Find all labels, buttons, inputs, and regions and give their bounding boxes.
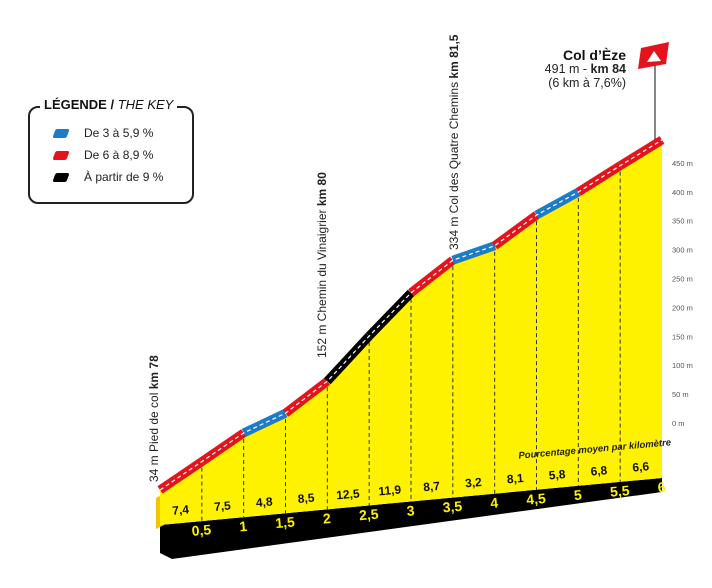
elevation-tick-label: 350 m (672, 217, 693, 226)
gradient-label: 4,8 (255, 494, 273, 509)
legend: LÉGENDE / THE KEY De 3 à 5,9 % De 6 à 8,… (28, 97, 194, 204)
road-centerline (159, 139, 663, 491)
legend-item-red: De 6 à 8,9 % (52, 148, 154, 162)
legend-title: LÉGENDE / THE KEY (40, 97, 178, 112)
km-label: 3,5 (442, 498, 463, 516)
gradient-segment (451, 241, 497, 265)
landmark-km: km 81,5 (447, 34, 461, 78)
legend-item-black: À partir de 9 % (52, 170, 164, 184)
gradient-label: 11,9 (378, 482, 402, 498)
legend-label: De 6 à 8,9 % (84, 148, 154, 162)
legend-label: À partir de 9 % (84, 170, 164, 184)
km-label: 6 (657, 479, 666, 496)
blue-swatch-icon (52, 128, 70, 138)
km-label: 5 (573, 487, 582, 504)
gradient-label: 8,5 (297, 491, 315, 506)
red-swatch-icon (52, 150, 70, 160)
gradient-label: 12,5 (336, 486, 361, 502)
black-swatch-icon (52, 172, 70, 182)
gradient-label: 8,1 (506, 471, 524, 486)
gradient-label: 7,4 (172, 502, 190, 517)
km-label: 5,5 (609, 482, 630, 500)
elevation-tick-label: 0 m (672, 419, 685, 428)
elevation-tick-label: 300 m (672, 246, 693, 255)
elevation-tick-label: 250 m (672, 275, 693, 284)
km-label: 0,5 (191, 521, 212, 539)
km-label: 2 (322, 510, 331, 527)
distance-band (160, 478, 662, 559)
legend-item-blue: De 3 à 5,9 % (52, 126, 154, 140)
gradient-label: 6,8 (590, 463, 608, 478)
landmark-label: 334 m Col des Quatre Chemins km 81,5 (447, 34, 461, 250)
elevation-tick-label: 400 m (672, 188, 693, 197)
landmark-km: km 78 (147, 355, 161, 389)
legend-title-fr: LÉGENDE / (44, 97, 115, 112)
km-label: 4,5 (526, 490, 547, 508)
landmark-label: 34 m Pied de col km 78 (147, 355, 161, 482)
elevation-tick-label: 200 m (672, 303, 693, 312)
summit-info: Col d’Èze 491 m - km 84 (6 km à 7,6%) (545, 48, 626, 90)
gradient-label: 7,5 (213, 498, 231, 513)
elevation-tick-label: 450 m (672, 159, 693, 168)
gradient-label: 3,2 (464, 475, 482, 490)
km-label: 2,5 (358, 506, 379, 524)
summit-km: km 84 (590, 62, 626, 76)
km-label: 4 (490, 494, 499, 511)
summit-altitude: 491 m - km 84 (545, 62, 626, 76)
legend-title-en: THE KEY (117, 97, 174, 112)
summit-detail: (6 km à 7,6%) (548, 76, 626, 90)
landmark-km: km 80 (315, 172, 329, 206)
landmark-label: 152 m Chemin du Vinaigrier km 80 (315, 172, 329, 358)
elevation-tick-label: 100 m (672, 361, 693, 370)
km-label: 3 (406, 502, 415, 519)
mountain-icon (647, 51, 661, 62)
gradient-label: 5,8 (548, 467, 566, 482)
summit-alt: 491 m - (544, 62, 588, 76)
gradient-label: 6,6 (632, 459, 650, 474)
legend-label: De 3 à 5,9 % (84, 126, 154, 140)
km-label: 1,5 (275, 513, 296, 531)
elevation-tick-label: 150 m (672, 332, 693, 341)
summit-name: Col d’Èze (562, 47, 626, 63)
elevation-tick-label: 50 m (672, 390, 689, 399)
gradient-label: 8,7 (423, 479, 441, 494)
km-label: 1 (239, 518, 248, 535)
